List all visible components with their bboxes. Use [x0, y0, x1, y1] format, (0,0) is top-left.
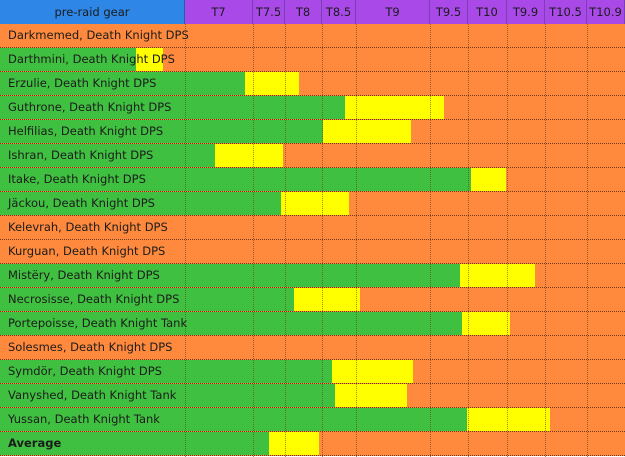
- gridline: [587, 24, 588, 457]
- table-row: Kelevrah, Death Knight DPS: [0, 216, 625, 240]
- row-label: Mistëry, Death Knight DPS: [8, 268, 160, 282]
- bar-yellow: [459, 264, 535, 287]
- bar-green: [0, 192, 281, 215]
- table-row: Darthmini, Death Knight DPS: [0, 48, 625, 72]
- bar-yellow: [470, 168, 506, 191]
- header-tier-t9-9: T9.9: [507, 0, 545, 24]
- table-row: Necrosisse, Death Knight DPS: [0, 288, 625, 312]
- row-label: Necrosisse, Death Knight DPS: [8, 292, 180, 306]
- table-row: Guthrone, Death Knight DPS: [0, 96, 625, 120]
- gridline: [185, 24, 186, 457]
- gridline: [468, 24, 469, 457]
- row-label: Symdör, Death Knight DPS: [8, 364, 162, 378]
- table-row: Average: [0, 432, 625, 456]
- header-tier-t8: T8: [285, 0, 322, 24]
- header-tier-t10-9: T10.9: [587, 0, 625, 24]
- row-label: Darkmemed, Death Knight DPS: [8, 28, 189, 42]
- gridline: [322, 24, 323, 457]
- row-label: Ishran, Death Knight DPS: [8, 148, 154, 162]
- table-row: Yussan, Death Knight Tank: [0, 408, 625, 432]
- bar-green: [0, 72, 245, 95]
- row-label: Guthrone, Death Knight DPS: [8, 100, 172, 114]
- gridline: [545, 24, 546, 457]
- bar-yellow: [466, 408, 551, 431]
- table-row: Symdör, Death Knight DPS: [0, 360, 625, 384]
- row-label: Kurguan, Death Knight DPS: [8, 244, 166, 258]
- header-pre-raid-gear: pre-raid gear: [0, 0, 185, 24]
- table-row: Vanyshed, Death Knight Tank: [0, 384, 625, 408]
- bar-yellow: [323, 120, 411, 143]
- bar-green: [0, 144, 215, 167]
- bar-yellow: [461, 312, 511, 335]
- header-tier-t9-5: T9.5: [430, 0, 468, 24]
- table-row: Kurguan, Death Knight DPS: [0, 240, 625, 264]
- header-tier-t10: T10: [468, 0, 507, 24]
- row-label: Itake, Death Knight DPS: [8, 172, 146, 186]
- gridline: [285, 24, 286, 457]
- bar-yellow: [269, 432, 319, 455]
- header-tier-t10-5: T10.5: [545, 0, 587, 24]
- bar-green: [0, 48, 137, 71]
- row-label: Portepoisse, Death Knight Tank: [8, 316, 188, 330]
- bar-green: [0, 312, 462, 335]
- table-row: Erzulie, Death Knight DPS: [0, 72, 625, 96]
- gridline: [253, 24, 254, 457]
- row-label: Darthmini, Death Knight DPS: [8, 52, 175, 66]
- table-row: Ishran, Death Knight DPS: [0, 144, 625, 168]
- gridline: [507, 24, 508, 457]
- table-row: Itake, Death Knight DPS: [0, 168, 625, 192]
- bar-green: [0, 168, 471, 191]
- bar-green: [0, 96, 345, 119]
- row-label: Helfilias, Death Knight DPS: [8, 124, 164, 138]
- bar-yellow: [280, 192, 349, 215]
- row-label: Yussan, Death Knight Tank: [8, 412, 160, 426]
- header-tier-t9: T9: [356, 0, 430, 24]
- bar-green: [0, 288, 295, 311]
- header-tier-t7-5: T7.5: [253, 0, 285, 24]
- bar-green: [0, 432, 269, 455]
- bar-yellow: [294, 288, 360, 311]
- row-label: Average: [8, 436, 62, 450]
- header-tier-t7: T7: [185, 0, 253, 24]
- bar-green: [0, 384, 335, 407]
- gridline: [430, 24, 431, 457]
- bar-green: [0, 264, 460, 287]
- bar-yellow: [344, 96, 445, 119]
- table-row: Solesmes, Death Knight DPS: [0, 336, 625, 360]
- table-row: Jäckou, Death Knight DPS: [0, 192, 625, 216]
- row-label: Solesmes, Death Knight DPS: [8, 340, 173, 354]
- header-tier-t8-5: T8.5: [322, 0, 356, 24]
- table-row: Helfilias, Death Knight DPS: [0, 120, 625, 144]
- row-label: Vanyshed, Death Knight Tank: [8, 388, 177, 402]
- bar-green: [0, 120, 324, 143]
- table-row: Mistëry, Death Knight DPS: [0, 264, 625, 288]
- bar-yellow: [136, 48, 164, 71]
- table-row: Portepoisse, Death Knight Tank: [0, 312, 625, 336]
- gridline: [356, 24, 357, 457]
- bar-yellow: [214, 144, 284, 167]
- bar-green: [0, 408, 467, 431]
- bar-green: [0, 360, 332, 383]
- bar-yellow: [331, 360, 413, 383]
- bar-yellow: [334, 384, 408, 407]
- row-label: Jäckou, Death Knight DPS: [8, 196, 155, 210]
- table-row: Darkmemed, Death Knight DPS: [0, 24, 625, 48]
- row-label: Kelevrah, Death Knight DPS: [8, 220, 168, 234]
- row-label: Erzulie, Death Knight DPS: [8, 76, 157, 90]
